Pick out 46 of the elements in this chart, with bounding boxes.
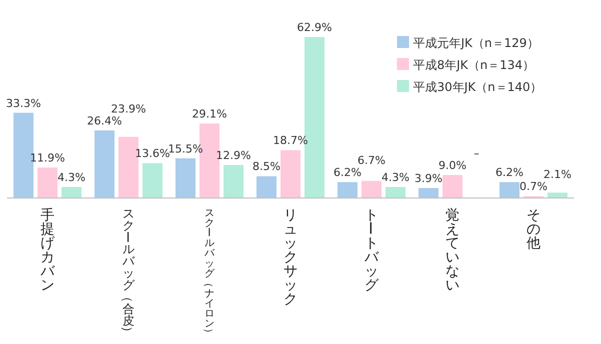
x-tick-label: リュックサック <box>284 207 298 308</box>
data-label: 8.5% <box>252 160 280 174</box>
category-label: スクールバッグ（合皮） <box>120 206 134 338</box>
bar <box>142 163 162 198</box>
data-label: 6.2% <box>496 166 524 180</box>
data-label: 23.9% <box>111 102 146 116</box>
x-tick-label: トートバッグ <box>362 207 380 294</box>
data-label: 15.5% <box>168 142 203 156</box>
data-label: 4.3% <box>58 170 86 184</box>
bar <box>418 188 438 198</box>
data-label: 62.9% <box>297 21 332 34</box>
bar <box>38 168 58 198</box>
data-label: 6.2% <box>334 166 362 180</box>
legend-label: 平成8年JK（n＝134） <box>413 58 535 72</box>
data-label: 13.6% <box>135 147 170 160</box>
bar <box>224 164 244 198</box>
legend-label: 平成元年JK（n＝129） <box>413 36 539 50</box>
bar <box>386 186 406 198</box>
data-label: 6.7% <box>358 154 386 168</box>
bar <box>256 176 276 198</box>
data-label: 9.0% <box>438 158 466 172</box>
bar <box>362 180 382 198</box>
data-label: 12.9% <box>216 148 251 162</box>
data-label: 3.9% <box>414 172 442 186</box>
x-tick-label: その他 <box>526 207 540 252</box>
data-label: 2.1% <box>544 168 572 182</box>
bar <box>500 182 520 198</box>
data-label: 11.9% <box>30 152 65 165</box>
bar <box>338 182 358 198</box>
x-tick-label: 覚えていない <box>446 207 460 294</box>
data-label: 4.3% <box>382 170 410 184</box>
bar <box>442 174 462 198</box>
data-label: 29.1% <box>192 108 227 121</box>
legend-label: 平成30年JK（n＝140） <box>413 80 542 94</box>
bar <box>94 130 114 198</box>
data-label: 18.7% <box>273 134 308 148</box>
category-label: スクールバッグ（ナイロン） <box>202 208 214 338</box>
text: – <box>474 146 480 160</box>
data-label: 0.7% <box>520 180 548 194</box>
bar <box>62 186 82 198</box>
bar <box>548 192 568 198</box>
data-label: 33.3% <box>6 96 41 110</box>
bar <box>176 158 196 198</box>
data-label: 26.4% <box>87 114 122 128</box>
bar <box>280 150 300 198</box>
x-tick-label: 手提げカバン <box>40 207 56 294</box>
